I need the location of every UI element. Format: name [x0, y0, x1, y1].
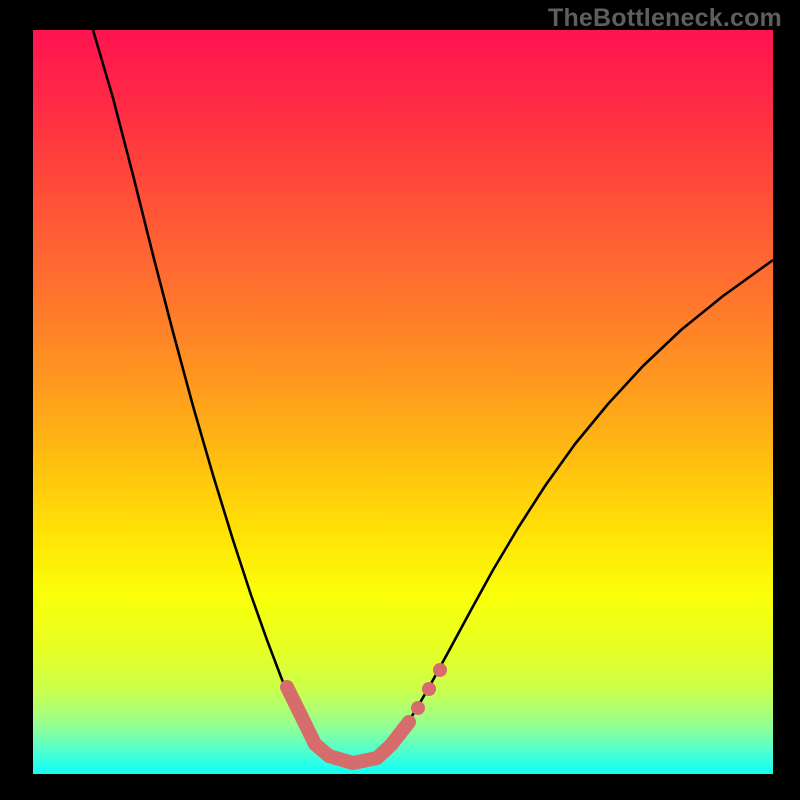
highlight-bracket [287, 687, 409, 763]
watermark-text: TheBottleneck.com [548, 4, 782, 33]
highlight-dot [422, 682, 436, 696]
v-curve [93, 30, 773, 764]
curve-layer [33, 30, 773, 774]
highlight-dots [411, 663, 447, 715]
highlight-dot [433, 663, 447, 677]
highlight-dot [411, 701, 425, 715]
plot-area [33, 30, 773, 774]
